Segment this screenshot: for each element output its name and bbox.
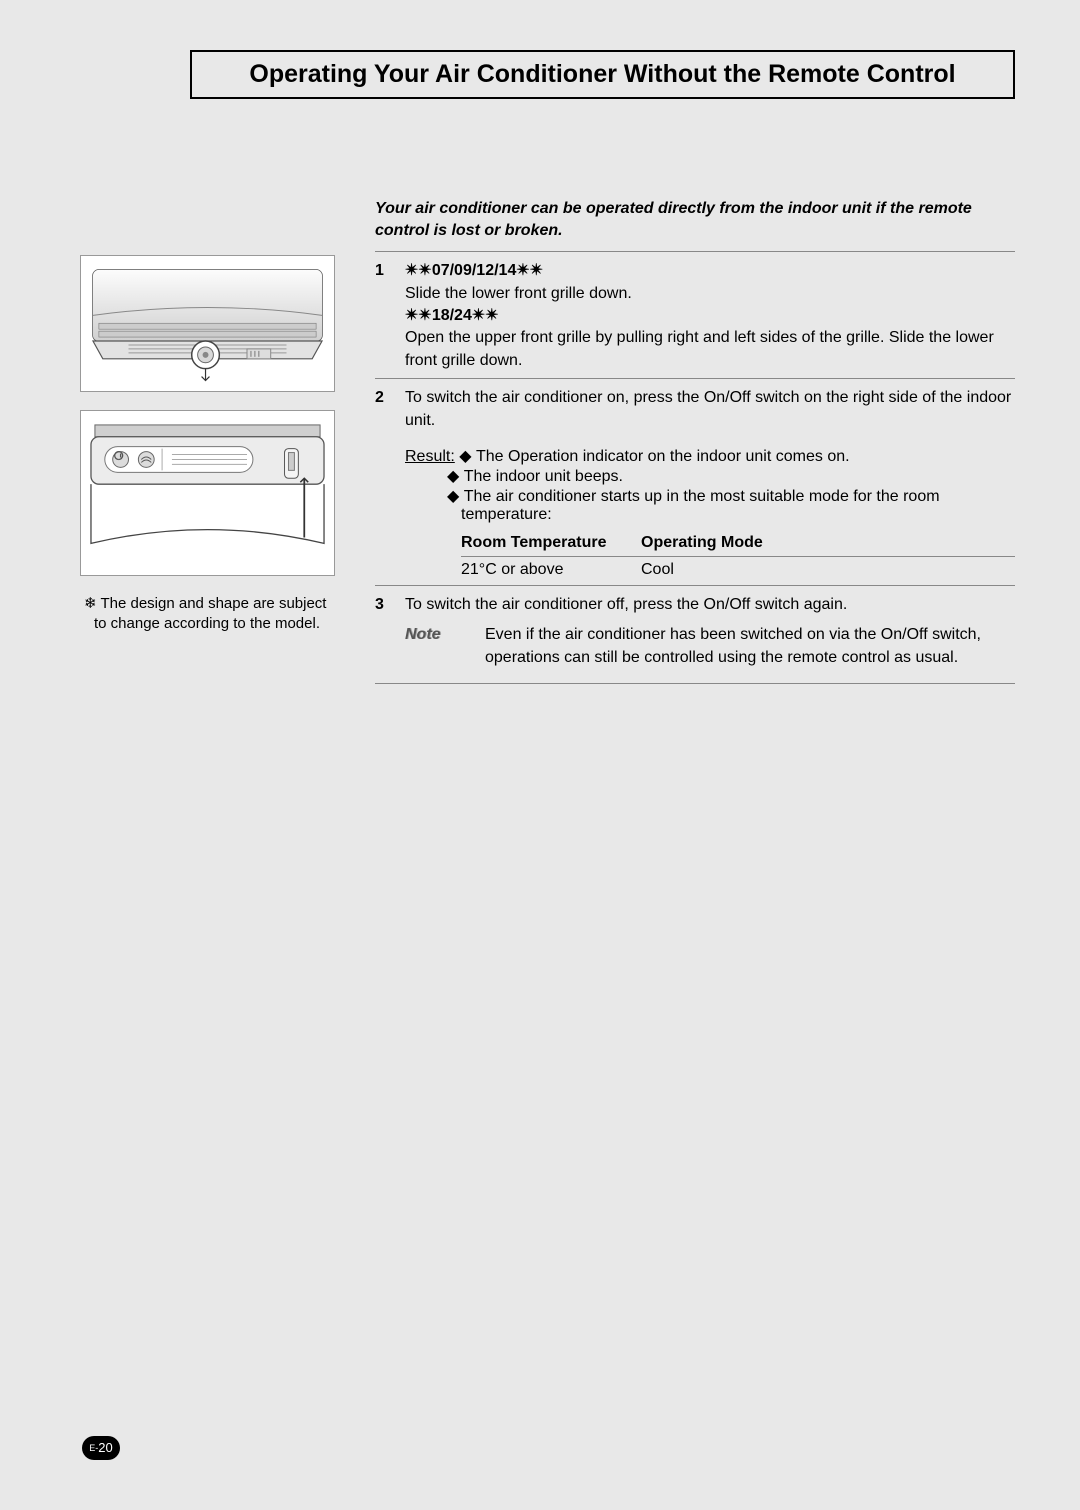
illustration-2 [80,410,335,576]
step-number: 2 [375,387,405,432]
divider [461,556,1015,557]
step-3: 3 To switch the air conditioner off, pre… [375,594,1015,616]
illustration-1 [80,255,335,392]
note-row: Note Even if the air conditioner has bee… [405,624,1015,669]
caption-text: The design and shape are subject to chan… [94,595,326,632]
diamond-bullet-icon: ◆ [447,468,464,485]
ac-unit-top-illustration [89,264,326,383]
step2-text: To switch the air conditioner on, press … [405,387,1015,432]
divider [375,378,1015,379]
page-num: 20 [98,1440,112,1455]
temperature-mode-row: 21°C or above Cool [461,561,1015,579]
page-number-badge: E-20 [82,1436,120,1460]
page-title: Operating Your Air Conditioner Without t… [192,60,1013,89]
result-block: Result: ◆ The Operation indicator on the… [405,446,1015,524]
temperature-mode-table: Room Temperature Operating Mode [461,534,1015,552]
step1-text-a: Slide the lower front grille down. [405,285,632,302]
page-num-prefix: E- [89,1443,98,1453]
step3-text: To switch the air conditioner off, press… [405,594,1015,616]
ac-unit-panel-illustration [89,419,326,567]
divider [375,683,1015,684]
step1-text-b: Open the upper front grille by pulling r… [405,329,994,368]
table-header-mode: Operating Mode [641,534,1015,552]
result-label: Result: [405,448,455,465]
page-title-box: Operating Your Air Conditioner Without t… [190,50,1015,99]
result-bullet-2: The indoor unit beeps. [464,468,623,485]
note-label: Note [405,624,485,669]
result-bullet-3: The air conditioner starts up in the mos… [461,488,940,523]
table-cell-temp: 21°C or above [461,561,641,579]
step-2: 2 To switch the air conditioner on, pres… [375,387,1015,432]
step-number: 1 [375,260,405,372]
result-bullet-1: The Operation indicator on the indoor un… [476,448,850,465]
left-column: ❄ The design and shape are subject to ch… [80,255,335,634]
intro-text: Your air conditioner can be operated dir… [375,198,1015,241]
step-number: 3 [375,594,405,616]
step-1: 1 ✴✴07/09/12/14✴✴ Slide the lower front … [375,260,1015,372]
table-header-temp: Room Temperature [461,534,641,552]
divider [375,585,1015,586]
divider [375,251,1015,252]
snowflake-bullet-icon: ❄ [84,595,97,612]
diamond-bullet-icon: ◆ [459,448,476,465]
table-cell-mode: Cool [641,561,1015,579]
diamond-bullet-icon: ◆ [447,488,464,505]
illustration-caption: ❄ The design and shape are subject to ch… [90,594,335,635]
model-label-b: ✴✴18/24✴✴ [405,307,499,324]
note-text: Even if the air conditioner has been swi… [485,624,1015,669]
model-label-a: ✴✴07/09/12/14✴✴ [405,262,543,279]
right-column: Your air conditioner can be operated dir… [375,198,1015,692]
